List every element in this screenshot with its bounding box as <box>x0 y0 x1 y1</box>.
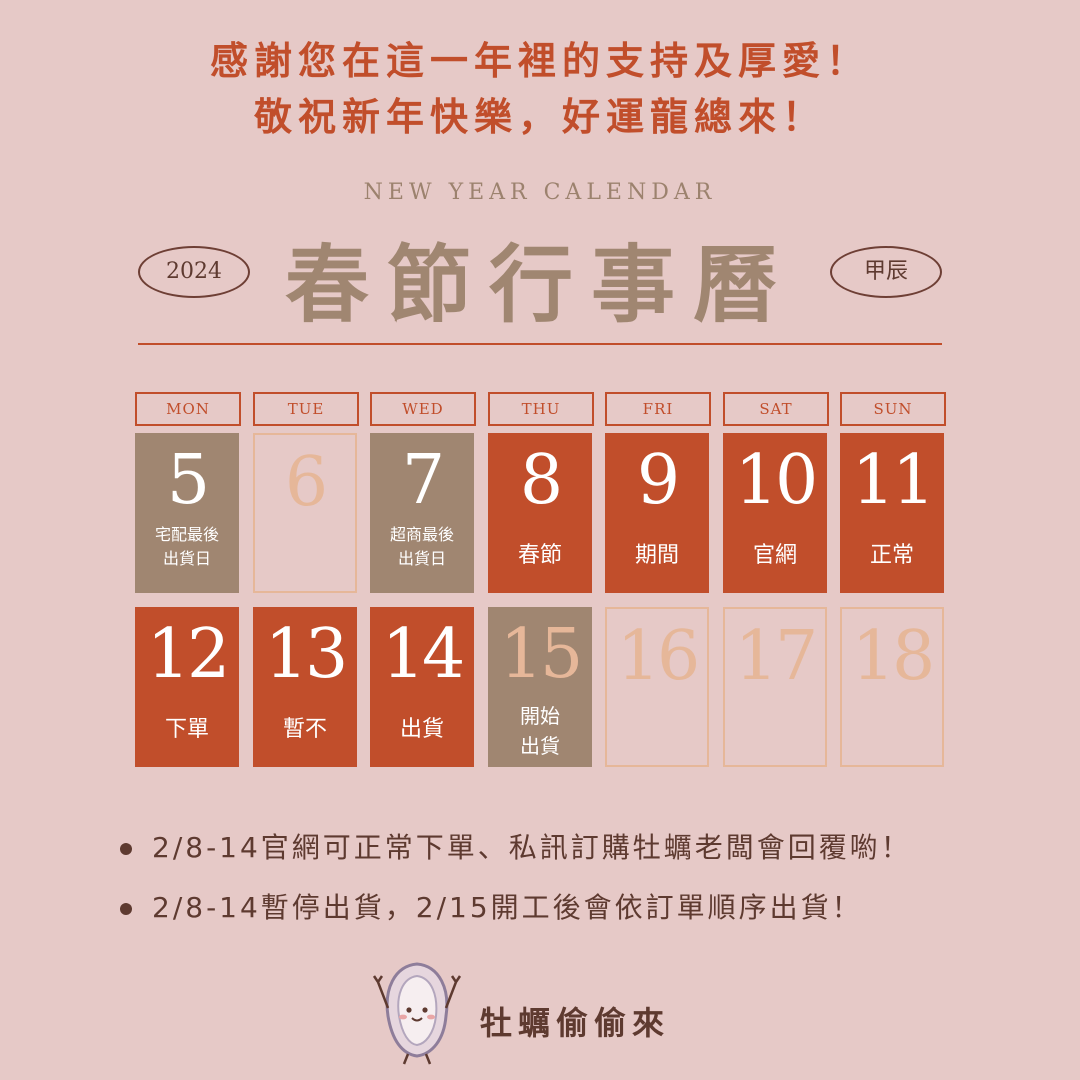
day-number: 17 <box>734 617 819 696</box>
day-number: 6 <box>284 443 328 522</box>
day-note: 出貨 <box>399 717 444 742</box>
day-note-line-1: 超商最後 <box>389 525 454 544</box>
day-note: 宅配最後 出貨日 <box>135 523 239 571</box>
calendar-day-15: 15 開始 出貨 <box>488 607 592 767</box>
day-number: 15 <box>499 615 584 694</box>
weekday-sat: SAT <box>723 392 829 426</box>
bullet-icon <box>120 843 132 855</box>
calendar-subtitle: NEW YEAR CALENDAR <box>363 180 717 205</box>
oyster-mascot-icon <box>372 962 462 1065</box>
day-note-line-1: 開始 <box>520 704 560 728</box>
day-note: 春節 <box>517 543 562 568</box>
calendar-day-7: 7 超商最後 出貨日 <box>370 433 474 593</box>
day-number: 10 <box>734 441 819 520</box>
day-number: 11 <box>851 441 936 520</box>
day-note-line-1: 宅配最後 <box>154 525 219 544</box>
day-note: 開始 出貨 <box>488 701 592 761</box>
day-note-line-2: 出貨 <box>520 734 560 758</box>
day-number: 13 <box>264 615 349 694</box>
day-note: 超商最後 出貨日 <box>370 523 474 571</box>
calendar-day-13: 13 暫不 <box>253 607 357 767</box>
day-note: 正常 <box>869 543 914 568</box>
day-note: 官網 <box>752 543 797 568</box>
calendar-day-14: 14 出貨 <box>370 607 474 767</box>
day-number: 12 <box>146 615 231 694</box>
calendar-day-9: 9 期間 <box>605 433 709 593</box>
weekday-mon: MON <box>135 392 241 426</box>
bullet-icon <box>120 903 132 915</box>
calendar-day-10: 10 官網 <box>723 433 827 593</box>
greeting-line-1: 感謝您在這一年裡的支持及厚愛！ <box>209 39 870 83</box>
day-number: 8 <box>519 441 563 520</box>
page-title: 春節行事曆 <box>284 235 795 334</box>
calendar-day-17: 17 <box>723 607 827 767</box>
weekday-tue: TUE <box>253 392 359 426</box>
weekday-thu: THU <box>488 392 594 426</box>
day-note: 暫不 <box>282 717 327 742</box>
day-number: 9 <box>636 441 680 520</box>
weekday-sun: SUN <box>840 392 946 426</box>
notice-text: 2/8-14官網可正常下單、私訊訂購牡蠣老闆會回覆喲！ <box>152 831 912 864</box>
calendar-day-6: 6 <box>253 433 357 593</box>
calendar-day-12: 12 下單 <box>135 607 239 767</box>
day-number: 5 <box>166 441 210 520</box>
title-divider <box>138 343 942 345</box>
weekday-wed: WED <box>370 392 476 426</box>
day-note-line-2: 出貨日 <box>162 549 211 568</box>
day-note: 期間 <box>634 543 679 568</box>
zodiac-badge: 甲辰 <box>830 246 942 298</box>
day-note-line-2: 出貨日 <box>397 549 446 568</box>
calendar-day-11: 11 正常 <box>840 433 944 593</box>
weekday-fri: FRI <box>605 392 711 426</box>
notice-text: 2/8-14暫停出貨，2/15開工後會依訂單順序出貨！ <box>152 891 863 924</box>
calendar-day-18: 18 <box>840 607 944 767</box>
calendar-day-8: 8 春節 <box>488 433 592 593</box>
notice-item: 2/8-14官網可正常下單、私訊訂購牡蠣老闆會回覆喲！ <box>120 826 912 866</box>
brand-name: 牡蠣偷偷來 <box>480 1004 671 1042</box>
day-number: 14 <box>381 615 466 694</box>
notice-item: 2/8-14暫停出貨，2/15開工後會依訂單順序出貨！ <box>120 886 863 926</box>
greeting-line-2: 敬祝新年快樂，好運龍總來！ <box>253 95 826 139</box>
day-number: 18 <box>851 617 936 696</box>
day-number: 16 <box>616 617 701 696</box>
day-number: 7 <box>401 441 445 520</box>
calendar-day-16: 16 <box>605 607 709 767</box>
calendar-day-5: 5 宅配最後 出貨日 <box>135 433 239 593</box>
year-badge: 2024 <box>138 246 250 298</box>
day-note: 下單 <box>164 717 209 742</box>
